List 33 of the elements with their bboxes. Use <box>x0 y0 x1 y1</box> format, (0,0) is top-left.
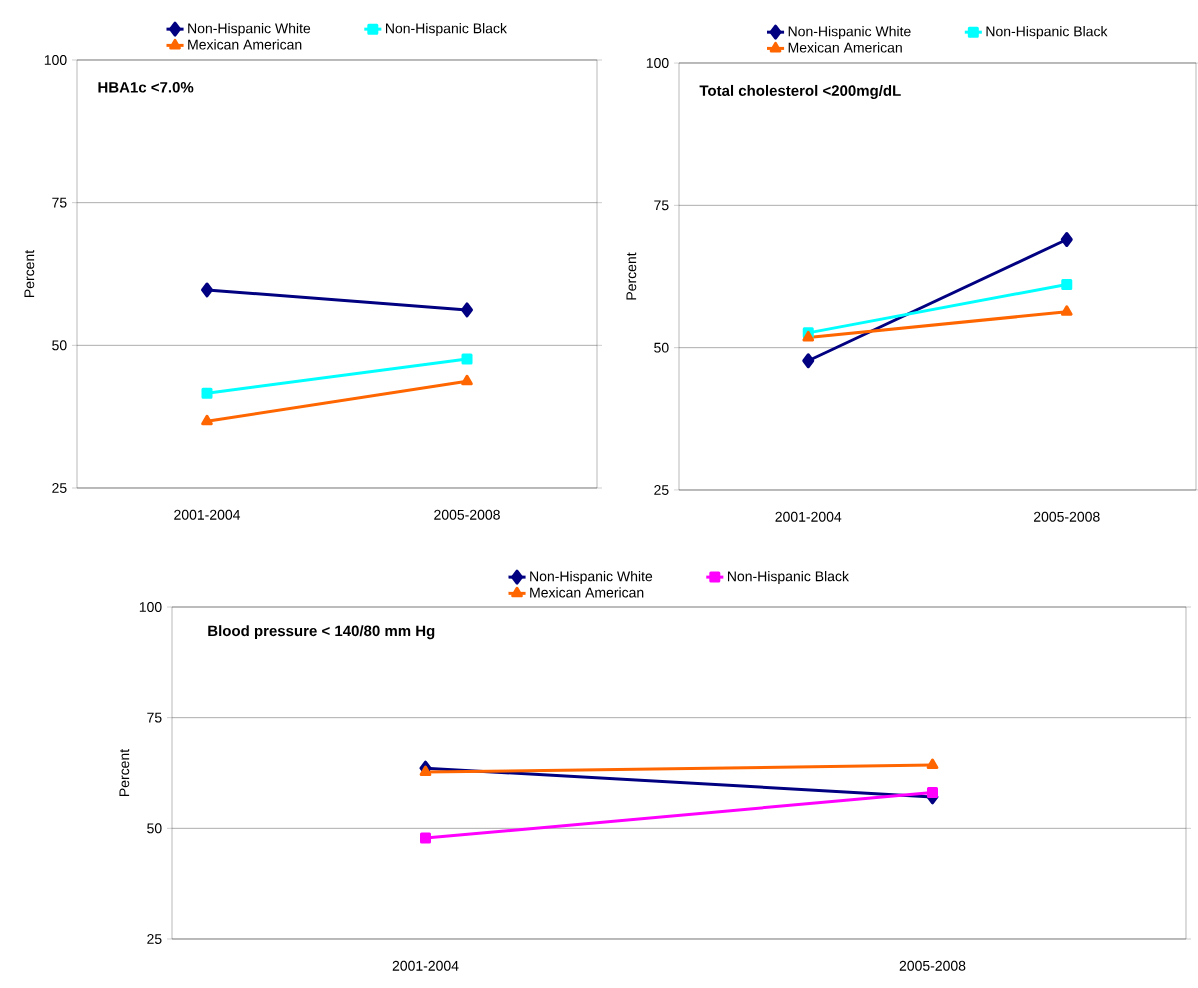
legend-label: Non-Hispanic Black <box>386 23 507 37</box>
y-tick-label: 75 <box>147 712 162 723</box>
y-tick-label: 25 <box>52 483 67 493</box>
legend-label: Mexican American <box>188 39 302 50</box>
y-tick-label: 25 <box>654 485 669 495</box>
x-tick-label: 2005-2008 <box>899 960 966 971</box>
y-tick-label: 100 <box>139 602 162 612</box>
legend-label: Non-Hispanic White <box>530 570 653 585</box>
y-axis-title: Percent <box>626 252 637 300</box>
y-tick-label: 100 <box>44 55 67 65</box>
legend-label: Non-Hispanic White <box>788 26 911 40</box>
y-axis-title: Percent <box>24 249 35 297</box>
y-axis-title: Percent <box>119 748 130 796</box>
legend-label: Mexican American <box>788 42 902 53</box>
y-tick-label: 75 <box>654 200 669 211</box>
x-tick-label: 2001-2004 <box>174 509 241 520</box>
x-tick-label: 2005-2008 <box>1033 511 1100 522</box>
y-tick-label: 100 <box>646 58 669 68</box>
y-tick-label: 50 <box>147 823 162 834</box>
text: Blood pressure < 140/80 mm Hg <box>208 625 435 640</box>
y-tick-label: 50 <box>654 342 669 353</box>
y-tick-label: 75 <box>52 197 67 208</box>
text: Total cholesterol <200mg/dL <box>699 84 901 99</box>
x-tick-label: 2005-2008 <box>434 509 500 520</box>
legend-label: Non-Hispanic Black <box>986 26 1108 40</box>
legend-label: Mexican American <box>530 587 644 598</box>
x-tick-label: 2001-2004 <box>775 511 842 522</box>
x-tick-label: 2001-2004 <box>392 960 459 971</box>
text: HBA1c <7.0% <box>98 81 194 93</box>
legend-label: Non-Hispanic Black <box>727 570 849 585</box>
legend-label: Non-Hispanic White <box>188 23 311 37</box>
y-tick-label: 25 <box>147 934 162 944</box>
y-tick-label: 50 <box>52 340 67 351</box>
